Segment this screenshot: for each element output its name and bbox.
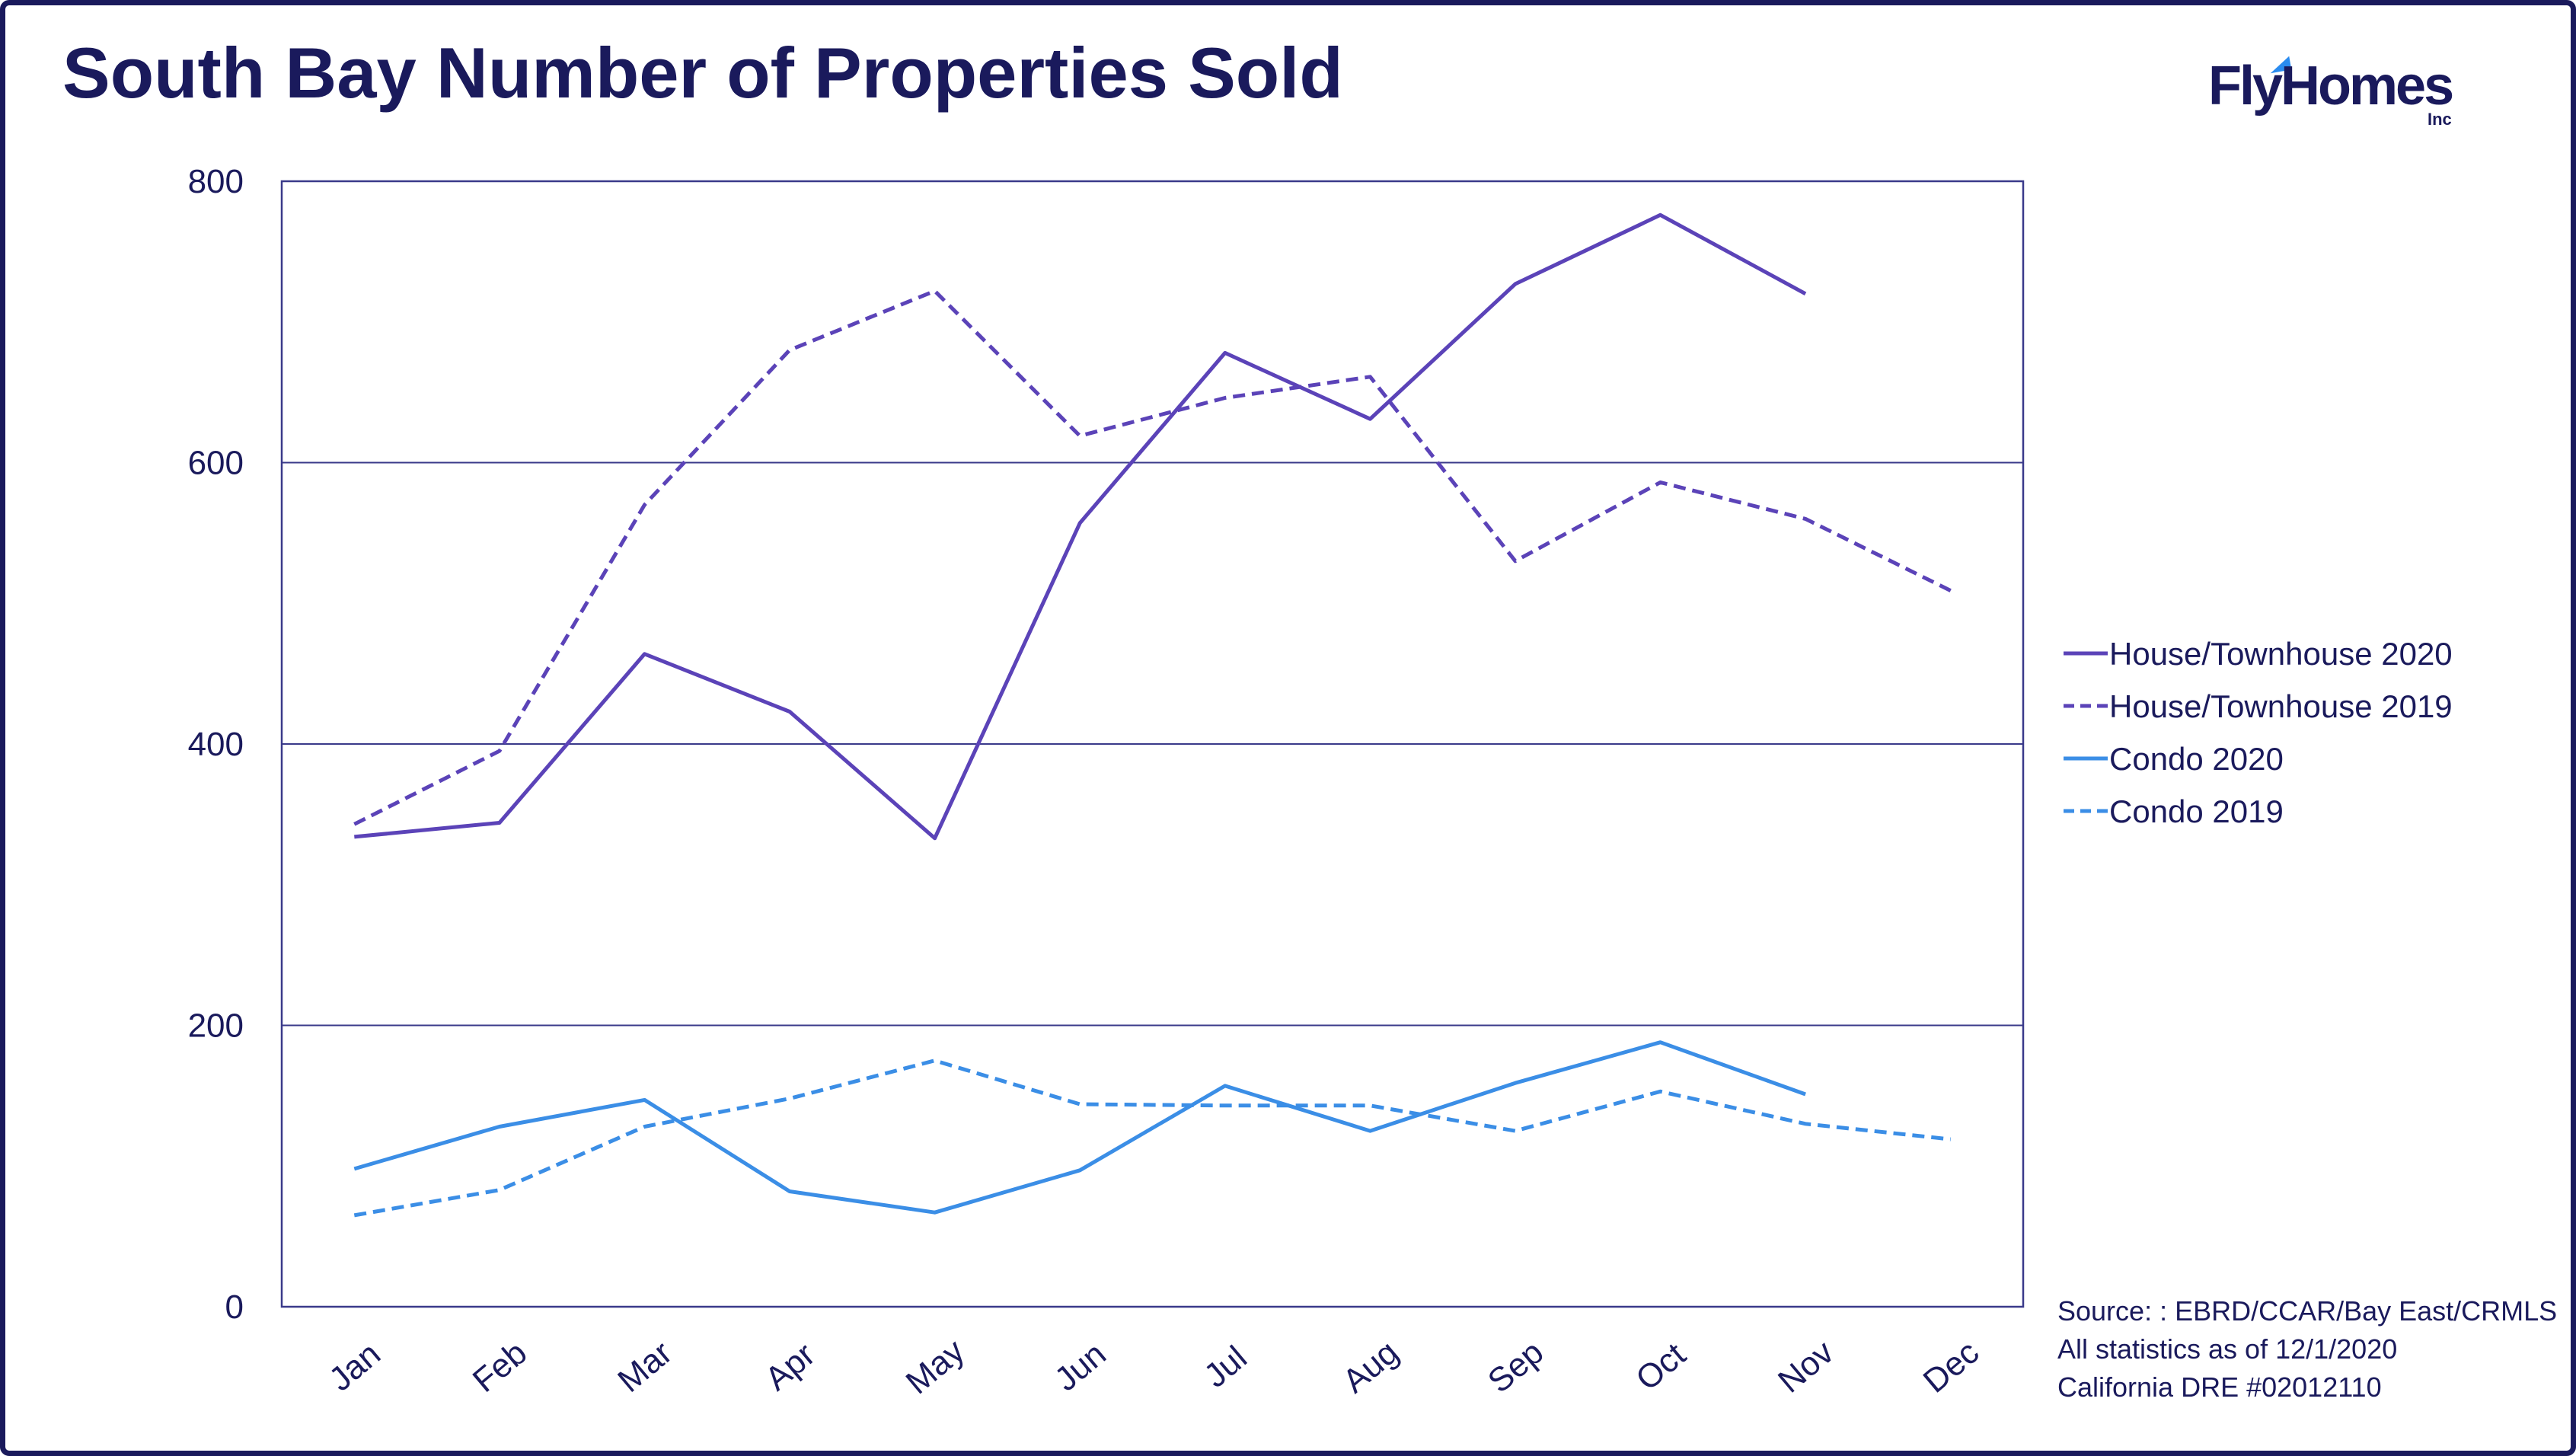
y-axis-ticks: 0 200 400 600 800 — [188, 163, 244, 1326]
x-tick-label: Oct — [1629, 1336, 1693, 1398]
y-tick-label: 0 — [225, 1288, 244, 1326]
grid-lines — [282, 461, 2023, 1027]
flyhomes-logo: FlyHomes Inc — [2208, 55, 2467, 139]
x-tick-label: Sep — [1481, 1333, 1550, 1400]
x-tick-label: May — [899, 1332, 972, 1401]
y-tick-label: 400 — [188, 726, 244, 763]
x-tick-label: Dec — [1917, 1333, 1986, 1400]
legend-label: Condo 2020 — [2109, 741, 2284, 777]
chart-title: South Bay Number of Properties Sold — [62, 33, 1343, 113]
series-line-3 — [353, 1040, 1806, 1215]
x-tick-label: Feb — [466, 1334, 535, 1400]
dre-line: California DRE #02012110 — [2057, 1371, 2382, 1403]
legend-label: House/Townhouse 2020 — [2109, 636, 2453, 672]
series-line-2 — [353, 289, 1952, 826]
x-tick-label: Jun — [1048, 1335, 1113, 1398]
x-tick-label: Mar — [611, 1334, 679, 1400]
y-tick-label: 200 — [188, 1007, 244, 1045]
x-tick-label: Aug — [1336, 1333, 1405, 1400]
x-axis-ticks: Jan Feb Mar Apr May Jun Jul Aug Sep Oct Nov Dec — [322, 1332, 1986, 1401]
legend: House/Townhouse 2020 House/Townhouse 2019… — [2064, 636, 2453, 829]
x-tick-label: Jan — [322, 1335, 388, 1398]
source-note: Source: : EBRD/CCAR/Bay East/CRMLS All s… — [2057, 1292, 2557, 1407]
y-tick-label: 800 — [188, 163, 244, 200]
series-lines — [353, 212, 1952, 1218]
logo-suffix: Inc — [2428, 110, 2452, 129]
y-tick-label: 600 — [188, 445, 244, 482]
series-line-1 — [354, 212, 1807, 841]
plot-area-border — [280, 180, 2025, 1308]
source-line: Source: : EBRD/CCAR/Bay East/CRMLS — [2057, 1295, 2558, 1327]
legend-label: Condo 2019 — [2109, 793, 2284, 829]
x-tick-label: Apr — [758, 1336, 822, 1398]
x-tick-label: Jul — [1197, 1339, 1254, 1395]
series-line-4 — [353, 1058, 1951, 1218]
x-tick-label: Nov — [1771, 1333, 1840, 1400]
logo-text: FlyHomes — [2208, 56, 2454, 117]
legend-label: House/Townhouse 2019 — [2109, 688, 2453, 724]
stats-date-line: All statistics as of 12/1/2020 — [2057, 1333, 2398, 1365]
